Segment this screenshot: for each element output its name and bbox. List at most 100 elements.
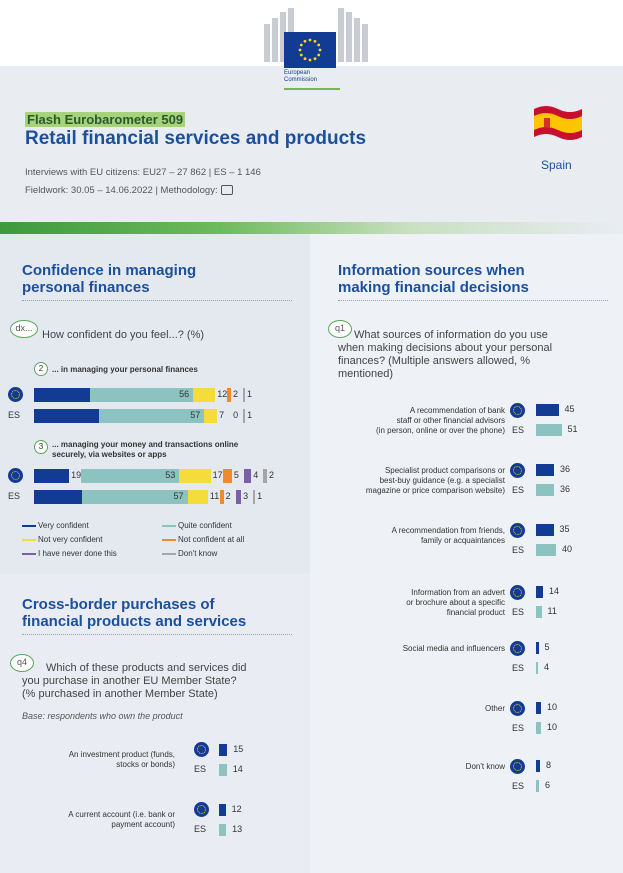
item-label-line: A recommendation from friends, [391,526,505,535]
ec-logo: European Commission [262,4,372,90]
item-label-line: stocks or bonds) [116,760,175,769]
row-label-es: ES [194,764,207,774]
legend-label: Very confident [38,521,89,530]
cross-border-title: Cross-border purchases of financial prod… [22,596,246,630]
eu-flag-icon [510,585,525,600]
bar-segment-very-confident [34,409,99,423]
bar-es [219,764,227,776]
item-label-line: family or acquaintances [420,536,505,545]
page-title: Retail financial services and products [25,128,367,149]
bar-es [536,606,542,618]
item-label-line: (in person, online or over the phone) [376,426,505,435]
info-sources-title-line2: making financial decisions [338,279,529,296]
eu-flag-icon [510,463,525,478]
bar-value-label: 1 [247,410,253,420]
legend-swatch [22,538,36,541]
item-label-line: best-buy guidance (e.g. a specialist [379,476,505,485]
legend-item: Don't know [162,549,217,558]
confidence-title: Confidence in managing personal finances [22,262,196,296]
cross-border-question-line2: you purchase in another EU Member State? [22,675,237,687]
sub-question-label-line2: securely, via websites or apps [52,450,167,459]
bar-segment-quite-confident [82,490,188,504]
bar-value-label: 53 [165,470,176,480]
meta-fieldwork-text: Fieldwork: 30.05 – 14.06.2022 | Methodol… [25,185,218,196]
bar-value-label: 36 [560,464,571,474]
row-label-es: ES [194,824,207,834]
eu-flag-icon [8,468,23,483]
bar-value-label: 15 [233,744,244,754]
legend-label: Don't know [178,549,218,558]
bar-eu [536,586,543,598]
bar-segment-never-done [235,490,242,504]
bar-value-label: 11 [547,606,557,616]
sub-question-label: ... managing your money and transactions… [52,440,238,460]
legend-item: Not confident at all [162,535,244,544]
sub-question-label-line1: ... managing your money and transactions… [52,440,239,449]
sub-question-number: 3 [34,440,48,454]
bar-segment-not-confident-at-all [227,388,231,402]
legend-swatch [162,524,176,527]
row-label-es: ES [512,607,525,617]
confidence-panel: Confidence in managing personal finances… [0,234,310,574]
question-id-bubble: dx... [10,320,38,338]
item-label: A recommendation from friends, family or … [320,526,505,546]
item-label-line: Information from an advert [411,588,505,597]
bar-segment-not-very-confident [187,490,208,504]
info-sources-question-line4: mentioned) [338,368,394,380]
item-label: A current account (i.e. bank or payment a… [20,810,175,830]
row-label-es: ES [512,781,525,791]
info-sources-title: Information sources when making financia… [338,262,529,296]
question-id-bubble: q4 [10,654,34,672]
item-label: Social media and influencers [320,644,505,654]
header-band [0,66,623,232]
spain-flag-icon [534,106,582,140]
bar-es [536,780,539,792]
bar-segment-never-done [243,469,252,483]
legend-label: Not very confident [38,535,103,544]
eu-flag-icon [510,523,525,538]
bar-value-label: 4 [253,470,259,480]
bar-value-label: 36 [560,484,571,494]
bar-value-label: 17 [212,470,223,480]
cross-border-question: Which of these products and services did… [22,662,247,701]
item-label-line: A current account (i.e. bank or [68,810,175,819]
row-label-es: ES [8,410,21,420]
eu-flag-icon [510,759,525,774]
bar-es [536,544,556,556]
bar-value-label: 10 [547,702,558,712]
header-gradient-bar [0,222,623,234]
eu-flag-icon [510,403,525,418]
bar-value-label: 2 [225,491,231,501]
bar-es [536,484,554,496]
info-sources-question-line3: finances? (Multiple answers allowed, % [338,355,530,367]
item-label-line: staff or other financial advisors [396,416,505,425]
bar-eu [219,804,226,816]
bar-value-label: 14 [549,586,560,596]
confidence-question: How confident do you feel...? (%) [42,329,205,341]
bar-value-label: 35 [559,524,570,534]
info-sources-question: What sources of information do you use w… [338,329,552,381]
bar-eu [536,464,554,476]
bar-segment-dont-know [253,490,256,504]
bar-value-label: 6 [545,780,551,790]
legend-label: I have never done this [38,549,117,558]
item-label: An investment product (funds, stocks or b… [20,750,175,770]
bar-segment-very-confident [34,490,83,504]
cross-border-question-line1: Which of these products and services did [46,662,247,674]
bar-eu [536,404,559,416]
question-id-bubble: q1 [328,320,352,338]
bar-value-label: 11 [209,491,220,501]
info-sources-panel: Information sources when making financia… [310,234,623,873]
bar-value-label: 56 [179,389,190,399]
bar-segment-quite-confident [89,388,194,402]
bar-value-label: 5 [233,470,239,480]
methodology-icon[interactable] [220,185,233,196]
eu-flag-icon [510,701,525,716]
section-divider [22,300,292,301]
bar-eu [536,702,541,714]
bar-value-label: 40 [562,544,573,554]
eu-flag-icon [284,32,336,68]
bar-value-label: 10 [547,722,558,732]
item-label-line: payment account) [111,820,175,829]
legend-item: Not very confident [22,535,102,544]
